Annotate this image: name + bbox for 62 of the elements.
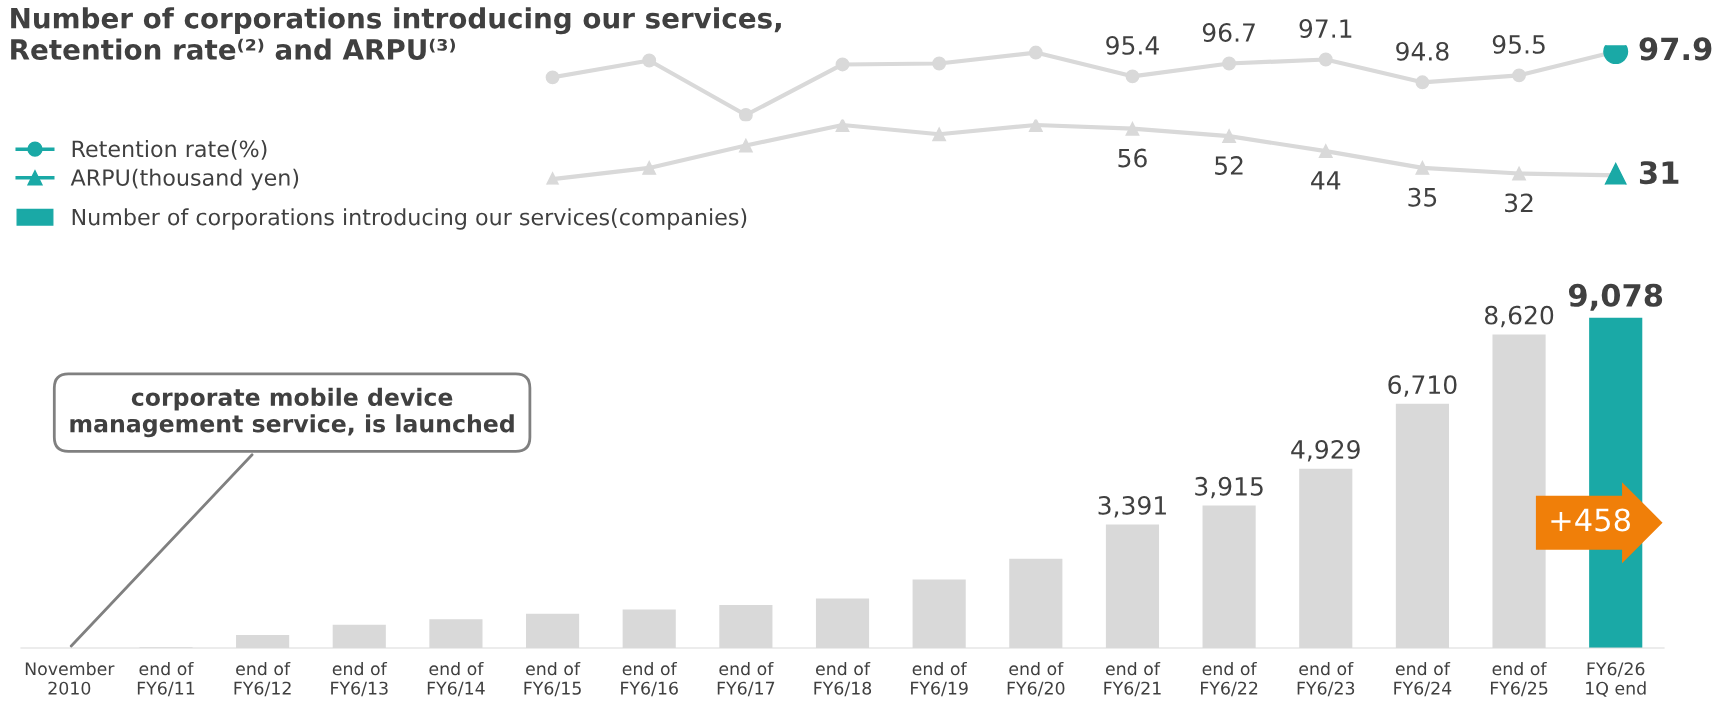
x-tick-label: end of FY6/19 bbox=[911, 661, 968, 697]
x-tick-label: end of FY6/25 bbox=[1490, 661, 1548, 697]
data-label: 96.7 bbox=[1202, 23, 1255, 42]
point bbox=[1125, 69, 1140, 84]
point bbox=[1318, 52, 1333, 67]
legend-label: Retention rate(%) bbox=[72, 140, 267, 160]
x-tick-label: end of FY6/17 bbox=[717, 661, 775, 697]
x-tick-label: end of FY6/11 bbox=[137, 661, 195, 697]
x-tick-label: November 2010 bbox=[25, 661, 115, 695]
data-label: 3,915 bbox=[1195, 476, 1263, 499]
data-label: 9,078 bbox=[1568, 283, 1663, 311]
point bbox=[835, 119, 850, 132]
x-tick-label: end of FY6/13 bbox=[331, 661, 388, 697]
annotation: +458 bbox=[1551, 508, 1630, 532]
point bbox=[932, 127, 947, 142]
point bbox=[545, 70, 560, 85]
x-tick-label: end of FY6/14 bbox=[427, 661, 485, 697]
data-label: 31 bbox=[1639, 161, 1679, 185]
data-label: 97.1 bbox=[1299, 19, 1352, 38]
legend-label: Number of corporations introducing our services(companies) bbox=[72, 208, 747, 230]
point bbox=[738, 108, 753, 122]
x-tick-label: end of FY6/24 bbox=[1394, 661, 1452, 697]
data-label: 6,710 bbox=[1388, 375, 1457, 397]
point bbox=[1512, 166, 1527, 181]
x-tick-label: end of FY6/15 bbox=[524, 661, 581, 697]
x-tick-label: FY6/26 1Q end bbox=[1586, 662, 1646, 697]
chart-title: Number of corporations introducing our services, Retention rate⁽²⁾ and ARPU⁽³⁾ bbox=[11, 7, 781, 60]
point bbox=[1415, 75, 1430, 90]
data-label: 4,929 bbox=[1291, 439, 1360, 462]
point bbox=[1028, 119, 1043, 132]
point bbox=[1512, 68, 1527, 83]
data-label: 3,391 bbox=[1098, 495, 1166, 518]
data-label: 94.8 bbox=[1396, 41, 1449, 61]
point bbox=[642, 53, 657, 68]
x-tick-label: end of FY6/20 bbox=[1007, 661, 1065, 697]
x-tick-label: end of FY6/21 bbox=[1104, 661, 1161, 697]
point bbox=[932, 56, 947, 71]
point bbox=[1222, 129, 1237, 144]
x-tick-label: end of FY6/18 bbox=[814, 661, 872, 697]
x-tick-label: end of FY6/16 bbox=[621, 661, 678, 697]
point bbox=[1318, 144, 1333, 159]
data-label: 32 bbox=[1505, 193, 1533, 213]
point bbox=[738, 138, 753, 153]
point bbox=[1222, 56, 1237, 71]
data-label: 44 bbox=[1311, 171, 1341, 190]
point bbox=[1028, 45, 1043, 60]
legend-label: ARPU(thousand yen) bbox=[70, 168, 299, 191]
data-label: 8,620 bbox=[1484, 305, 1554, 328]
data-label: 95.5 bbox=[1492, 34, 1545, 54]
point bbox=[1415, 160, 1430, 175]
x-tick-label: end of FY6/12 bbox=[234, 661, 291, 697]
point bbox=[642, 160, 657, 175]
data-label: 35 bbox=[1408, 187, 1437, 207]
data-label: 52 bbox=[1215, 156, 1243, 175]
annotation: corporate mobile device management service, is launched bbox=[70, 387, 514, 438]
data-label: 95.4 bbox=[1106, 35, 1159, 55]
x-tick-label: end of FY6/23 bbox=[1297, 661, 1355, 697]
point bbox=[835, 57, 850, 72]
x-tick-label: end of FY6/22 bbox=[1201, 661, 1258, 697]
point bbox=[1125, 121, 1140, 136]
data-label: 97.9 bbox=[1639, 37, 1712, 61]
data-label: 56 bbox=[1118, 148, 1147, 168]
